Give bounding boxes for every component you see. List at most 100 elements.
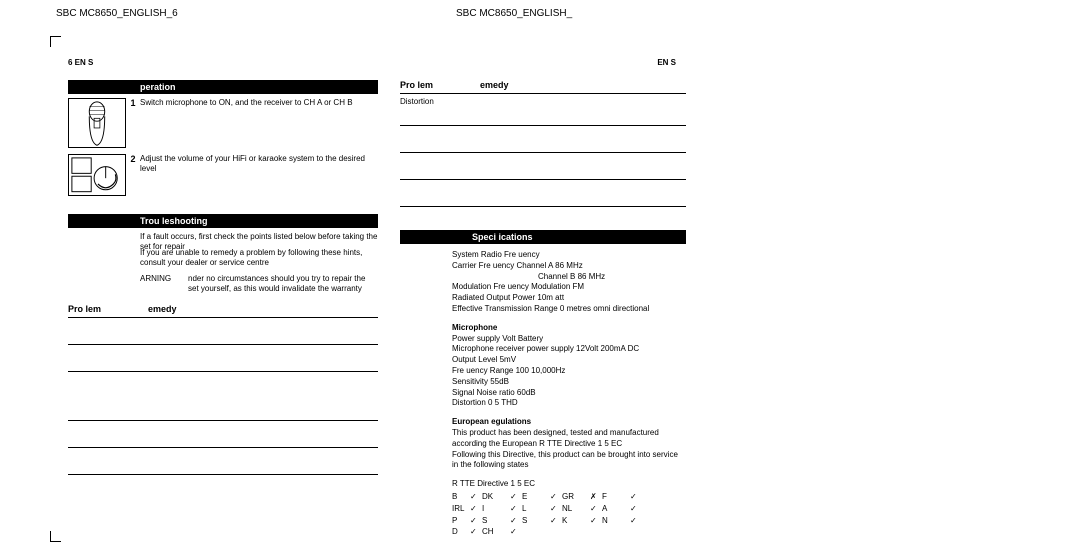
page-indicator-left: 6 EN S [68,58,93,67]
spec-eu-heading: European egulations [452,417,686,428]
section-specifications-bar: Speci ications [400,230,686,244]
country-cell: ✓ [550,492,562,503]
section-troubleshooting-bar: Trou leshooting [68,214,378,228]
country-cell: ✓ [510,504,522,515]
problem-table-rule-left-1 [68,344,378,345]
crop-mark-tl [50,36,61,47]
section-operation-title: peration [140,82,176,92]
spec-freq-range: Fre uency Range 100 10,000Hz [452,366,686,377]
country-cell: ✓ [470,527,482,538]
spec-carrier-a: Carrier Fre uency Channel A 86 MHz [452,261,686,272]
page-right: EN S Pro lem emedy Distortion Speci icat… [400,36,690,536]
country-cell [522,527,550,538]
step-1-number: 1 [126,98,140,148]
country-grid: B✓ DK✓ E✓ GR✗ F✓ IRL✓ I✓ L✓ NL✓ A✓ P✓ S✓… [452,492,686,538]
illustration-step-2 [68,154,126,196]
country-cell: L [522,504,550,515]
spec-power-supply: Power supply Volt Battery [452,334,686,345]
country-cell: S [482,516,510,527]
spec-output-level: Output Level 5mV [452,355,686,366]
spec-modulation: Modulation Fre uency Modulation FM [452,282,686,293]
problem-table-rule-right-1 [400,125,686,126]
country-cell: ✓ [590,504,602,515]
country-cell: I [482,504,510,515]
country-cell: N [602,516,630,527]
row-distortion-problem: Distortion [400,97,434,106]
country-cell: CH [482,527,510,538]
country-cell: ✓ [470,492,482,503]
spec-eu-text2: Following this Directive, this product c… [452,450,686,472]
warning-text: nder no circumstances should you try to … [188,274,378,295]
crop-mark-bl [50,531,61,542]
spec-system: System Radio Fre uency [452,250,686,261]
spec-carrier-b: Channel B 86 MHz [452,272,686,283]
country-cell: NL [562,504,590,515]
country-cell: ✗ [590,492,602,503]
problem-table-rule-left-0 [68,317,378,318]
problem-header-col1-left: Pro lem [68,304,148,314]
problem-header-col1-right: Pro lem [400,80,480,90]
illustration-step-1 [68,98,126,148]
country-cell: ✓ [510,492,522,503]
country-cell: ✓ [590,516,602,527]
country-cell: S [522,516,550,527]
country-cell [590,527,602,538]
problem-table-rule-left-2 [68,371,378,372]
country-cell: ✓ [630,516,642,527]
country-cell: E [522,492,550,503]
mic-icon [69,99,125,147]
page-left: 6 EN S peration 1 Switch microphone to O… [50,36,390,536]
country-cell [602,527,630,538]
problem-table-rule-left-5 [68,474,378,475]
country-cell: GR [562,492,590,503]
step-1-text: Switch microphone to ON, and the receive… [140,98,378,148]
country-cell: B [452,492,470,503]
problem-table-rule-right-0 [400,93,686,94]
problem-table-rule-right-2 [400,152,686,153]
country-cell: ✓ [550,516,562,527]
problem-table-rule-left-4 [68,447,378,448]
country-cell: ✓ [550,504,562,515]
problem-table-rule-right-4 [400,206,686,207]
spec-receiver-supply: Microphone receiver power supply 12Volt … [452,344,686,355]
spec-mic-heading: Microphone [452,323,686,334]
country-cell: ✓ [470,516,482,527]
warning-label: ARNING [140,274,188,295]
troubleshooting-intro-2: If you are unable to remedy a problem by… [140,248,378,269]
section-operation-bar: peration [68,80,378,94]
spec-directive: R TTE Directive 1 5 EC [452,479,686,490]
header-right: SBC MC8650_ENGLISH_ [456,8,572,19]
problem-table-rule-left-3 [68,420,378,421]
country-cell: A [602,504,630,515]
step-2-text: Adjust the volume of your HiFi or karaok… [140,154,378,196]
country-cell: ✓ [510,527,522,538]
spec-snr: Signal Noise ratio 60dB [452,388,686,399]
section-specifications-title: Speci ications [472,232,533,242]
country-cell: ✓ [510,516,522,527]
spec-sensitivity: Sensitivity 55dB [452,377,686,388]
knob-icon [69,155,125,196]
country-cell [562,527,590,538]
problem-table-rule-right-3 [400,179,686,180]
country-cell: DK [482,492,510,503]
country-cell: F [602,492,630,503]
country-cell: ✓ [630,504,642,515]
country-cell: D [452,527,470,538]
country-cell: IRL [452,504,470,515]
problem-header-col2-right: emedy [480,80,686,90]
page-indicator-right: EN S [657,58,676,67]
spec-eu-text1: This product has been designed, tested a… [452,428,686,450]
section-troubleshooting-title: Trou leshooting [140,216,208,226]
country-cell: ✓ [470,504,482,515]
country-cell: ✓ [630,492,642,503]
header-left: SBC MC8650_ENGLISH_6 [56,8,178,19]
country-cell [630,527,642,538]
spec-range: Effective Transmission Range 0 metres om… [452,304,686,315]
step-2-number: 2 [126,154,140,196]
spec-radiated: Radiated Output Power 10m att [452,293,686,304]
country-cell: P [452,516,470,527]
spec-distortion: Distortion 0 5 THD [452,398,686,409]
problem-header-col2-left: emedy [148,304,378,314]
country-cell: K [562,516,590,527]
country-cell [550,527,562,538]
